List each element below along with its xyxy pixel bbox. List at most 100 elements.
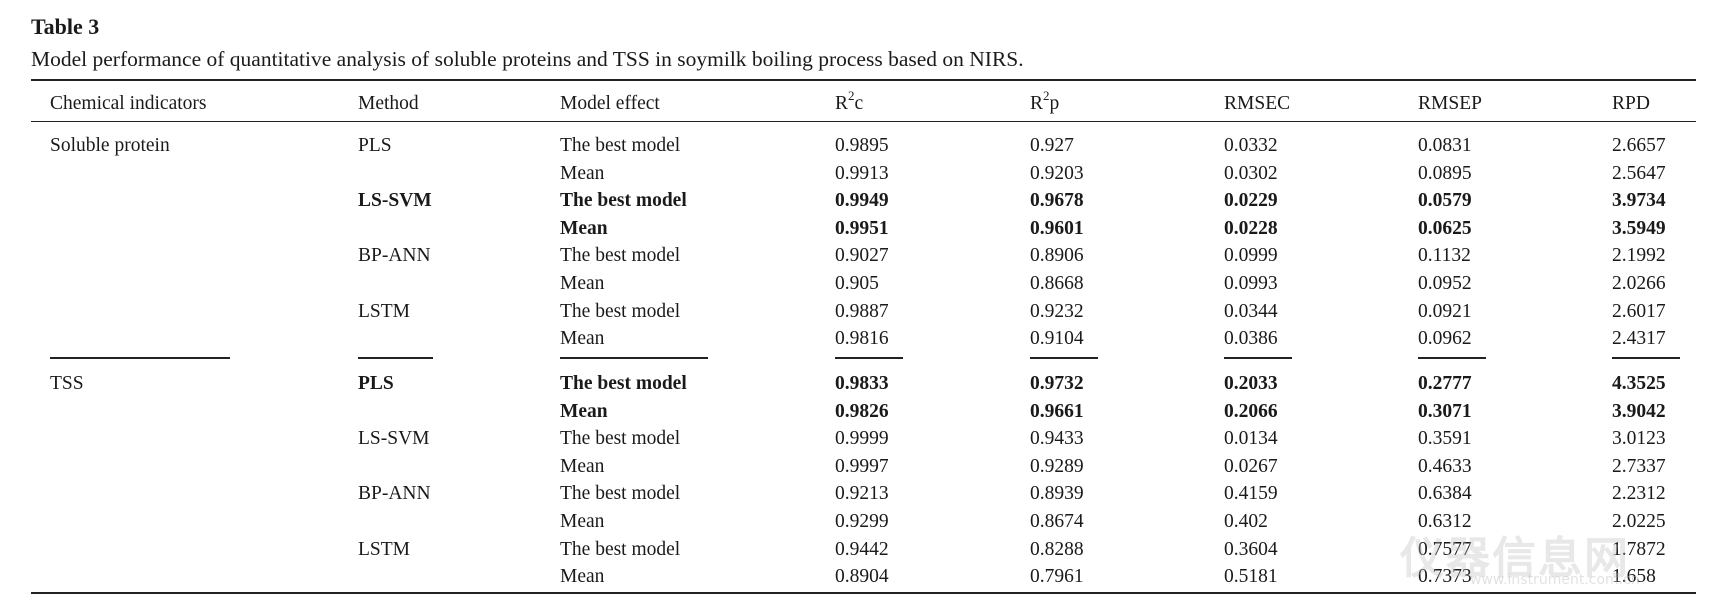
cell-r2p: 0.9732: [1030, 373, 1084, 394]
cell-rpd: 2.0266: [1612, 273, 1666, 294]
cell-r2p: 0.8939: [1030, 483, 1084, 504]
cell-effect: The best model: [560, 539, 681, 560]
cell-r2p: 0.8906: [1030, 245, 1084, 266]
cell-r2p: 0.927: [1030, 135, 1074, 156]
cell-rmsep: 0.1132: [1418, 245, 1471, 266]
cell-rmsep: 0.0921: [1418, 301, 1472, 322]
cell-rmsep: 0.0962: [1418, 328, 1472, 349]
cell-rmsec: 0.5181: [1224, 566, 1278, 587]
cell-r2c: 0.9027: [835, 245, 889, 266]
cell-method: PLS: [358, 373, 394, 394]
cell-r2c: 0.9816: [835, 328, 889, 349]
group-separator-rule: [560, 357, 708, 359]
cell-rpd: 2.0225: [1612, 511, 1666, 532]
cell-effect: The best model: [560, 373, 687, 394]
cell-rmsep: 0.4633: [1418, 456, 1472, 477]
cell-rpd: 3.5949: [1612, 218, 1666, 239]
cell-method: LS-SVM: [358, 190, 432, 211]
cell-effect: Mean: [560, 401, 608, 422]
cell-rmsec: 0.4159: [1224, 483, 1278, 504]
cell-r2c: 0.9833: [835, 373, 889, 394]
cell-method: LS-SVM: [358, 428, 430, 449]
cell-rmsec: 0.2033: [1224, 373, 1278, 394]
header-rule: [31, 121, 1696, 122]
header-method: Method: [358, 93, 419, 114]
cell-rpd: 4.3525: [1612, 373, 1666, 394]
cell-rmsep: 0.0895: [1418, 163, 1472, 184]
cell-r2c: 0.9442: [835, 539, 889, 560]
top-rule: [31, 79, 1696, 81]
cell-rmsec: 0.0134: [1224, 428, 1278, 449]
header-r2p: R2p: [1030, 88, 1060, 114]
cell-r2p: 0.8668: [1030, 273, 1084, 294]
cell-r2p: 0.9289: [1030, 456, 1084, 477]
cell-effect: The best model: [560, 428, 681, 449]
cell-effect: The best model: [560, 190, 687, 211]
cell-effect: Mean: [560, 566, 605, 587]
cell-r2c: 0.9999: [835, 428, 889, 449]
cell-rpd: 2.6017: [1612, 301, 1666, 322]
cell-r2c: 0.905: [835, 273, 879, 294]
cell-r2c: 0.9887: [835, 301, 889, 322]
cell-rmsep: 0.7577: [1418, 539, 1472, 560]
cell-r2p: 0.8288: [1030, 539, 1084, 560]
cell-rmsep: 0.0831: [1418, 135, 1472, 156]
cell-rpd: 2.2312: [1612, 483, 1666, 504]
cell-rmsec: 0.0999: [1224, 245, 1278, 266]
cell-r2c: 0.9213: [835, 483, 889, 504]
cell-r2p: 0.7961: [1030, 566, 1084, 587]
cell-method: LSTM: [358, 301, 411, 322]
cell-r2p: 0.9433: [1030, 428, 1084, 449]
cell-rpd: 1.7872: [1612, 539, 1666, 560]
cell-rmsec: 0.0228: [1224, 218, 1278, 239]
header-r2p-suffix: p: [1049, 93, 1060, 114]
cell-rpd: 2.5647: [1612, 163, 1666, 184]
group-separator-rule: [1224, 357, 1292, 359]
cell-method: BP-ANN: [358, 245, 431, 266]
group-separator-rule: [50, 357, 230, 359]
cell-rmsep: 0.2777: [1418, 373, 1472, 394]
cell-method: LSTM: [358, 539, 411, 560]
cell-method: BP-ANN: [358, 483, 431, 504]
cell-rmsec: 0.2066: [1224, 401, 1278, 422]
cell-rmsec: 0.0386: [1224, 328, 1278, 349]
cell-r2c: 0.9299: [835, 511, 889, 532]
chemical-indicator-cell: Soluble protein: [50, 135, 170, 156]
header-rmsec: RMSEC: [1224, 93, 1291, 114]
cell-rmsec: 0.0267: [1224, 456, 1278, 477]
cell-rpd: 3.9734: [1612, 190, 1666, 211]
cell-effect: Mean: [560, 328, 605, 349]
cell-rmsep: 0.3071: [1418, 401, 1472, 422]
cell-rmsep: 0.0625: [1418, 218, 1472, 239]
cell-rpd: 3.0123: [1612, 428, 1666, 449]
cell-rpd: 3.9042: [1612, 401, 1666, 422]
cell-rmsep: 0.7373: [1418, 566, 1472, 587]
cell-r2c: 0.9826: [835, 401, 889, 422]
group-separator-rule: [1612, 357, 1680, 359]
cell-rpd: 2.4317: [1612, 328, 1666, 349]
header-r2c-suffix: c: [854, 93, 864, 114]
cell-r2p: 0.8674: [1030, 511, 1084, 532]
header-r2c: R2c: [835, 88, 864, 114]
cell-r2c: 0.9895: [835, 135, 889, 156]
group-separator-rule: [358, 357, 433, 359]
cell-r2c: 0.8904: [835, 566, 889, 587]
cell-effect: The best model: [560, 135, 681, 156]
cell-rmsec: 0.0302: [1224, 163, 1278, 184]
cell-rmsec: 0.402: [1224, 511, 1268, 532]
cell-r2p: 0.9678: [1030, 190, 1084, 211]
cell-r2p: 0.9661: [1030, 401, 1084, 422]
group-separator-rule: [835, 357, 903, 359]
cell-r2c: 0.9997: [835, 456, 889, 477]
cell-effect: The best model: [560, 483, 681, 504]
group-separator-rule: [1418, 357, 1486, 359]
cell-rpd: 1.658: [1612, 566, 1656, 587]
cell-r2p: 0.9232: [1030, 301, 1084, 322]
cell-rmsep: 0.0952: [1418, 273, 1472, 294]
cell-rpd: 2.1992: [1612, 245, 1666, 266]
cell-effect: Mean: [560, 163, 605, 184]
cell-rmsec: 0.0229: [1224, 190, 1278, 211]
cell-rmsec: 0.0332: [1224, 135, 1278, 156]
group-separator-rule: [1030, 357, 1098, 359]
cell-effect: Mean: [560, 273, 605, 294]
